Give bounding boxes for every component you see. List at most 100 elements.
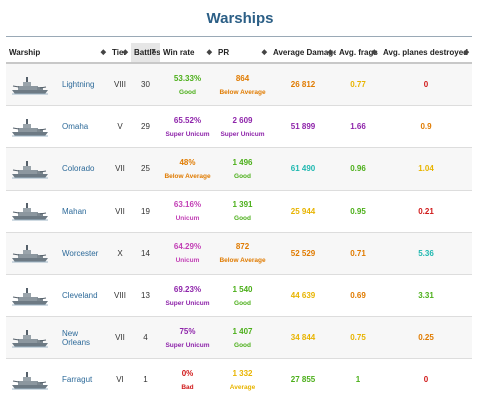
battles-cell: 29	[131, 105, 160, 148]
ship-name-link[interactable]: New Orleans	[62, 328, 91, 347]
pr-cell: 1 407 Good	[215, 316, 270, 359]
avg-planes-cell: 0.9	[380, 105, 472, 148]
winrate-value: 64.29%	[173, 242, 202, 252]
warship-cell: Farragut	[6, 358, 109, 401]
sort-icon: ◆	[327, 49, 333, 56]
column-header-label: Battles	[134, 48, 161, 57]
avg-frags-value: 0.71	[350, 248, 366, 258]
battles-cell: 19	[131, 189, 160, 233]
column-header-label: PR	[218, 48, 230, 57]
avg-planes-value: 0.9	[420, 122, 432, 132]
battles-cell: 25	[131, 147, 160, 191]
destroyer-ship-icon	[12, 76, 48, 95]
warship-cell: Cleveland	[6, 273, 109, 317]
table-row[interactable]: Colorado VII 25 48% Below Average 1 496 …	[6, 147, 472, 191]
winrate-cell: 0% Bad	[160, 358, 215, 401]
ship-name-link[interactable]: Mahan	[62, 206, 87, 216]
winrate-rating-label: Super Unicum	[165, 130, 210, 138]
tier-cell: VII	[109, 189, 131, 233]
battleship-icon	[12, 160, 48, 179]
avg-frags-value: 0.69	[350, 291, 366, 301]
table-row[interactable]: Mahan VII 19 63.16% Unicum 1 391 Good 25…	[6, 189, 472, 233]
winrate-cell: 69.23% Super Unicum	[160, 273, 215, 317]
avg-planes-value: 0.21	[418, 206, 434, 216]
column-header-avg-planes[interactable]: Avg. planes destroyed ◆	[380, 43, 472, 64]
column-header-label: Avg. frags	[339, 48, 378, 57]
warship-cell: Lightning	[6, 62, 109, 106]
pr-rating-label: Below Average	[219, 257, 266, 265]
winrate-rating-label: Super Unicum	[165, 341, 210, 349]
column-header-battles[interactable]: Battles ▼	[131, 43, 161, 64]
avg-planes-cell: 0.25	[380, 316, 472, 359]
pr-value: 1 496	[232, 157, 253, 167]
table-row[interactable]: Lightning VIII 30 53.33% Good 864 Below …	[6, 62, 472, 106]
ship-name-link[interactable]: Farragut	[62, 375, 93, 385]
cruiser-ship-icon	[12, 118, 48, 137]
column-header-pr[interactable]: PR ◆	[215, 43, 270, 64]
table-row[interactable]: Worcester X 14 64.29% Unicum 872 Below A…	[6, 231, 472, 275]
cruiser-ship-icon	[12, 287, 48, 306]
table-row[interactable]: Cleveland VIII 13 69.23% Super Unicum 1 …	[6, 273, 472, 317]
cruiser-ship-icon	[12, 245, 48, 263]
winrate-rating-label: Unicum	[175, 257, 200, 265]
winrate-cell: 53.33% Good	[160, 62, 215, 106]
warship-cell: Omaha	[6, 105, 109, 148]
average-damage-value: 27 855	[290, 375, 316, 385]
avg-planes-value: 3.31	[418, 291, 434, 301]
average-damage-cell: 27 855	[270, 358, 336, 401]
average-damage-cell: 44 639	[270, 273, 336, 317]
avg-frags-value: 1.66	[350, 122, 366, 132]
page-title: Warships	[206, 10, 274, 27]
winrate-value: 75%	[179, 326, 196, 336]
winrate-cell: 75% Super Unicum	[160, 316, 215, 359]
sort-icon: ◆	[463, 49, 469, 56]
winrate-rating-label: Super Unicum	[165, 299, 210, 307]
winrate-value: 48%	[179, 157, 196, 167]
average-damage-cell: 26 812	[270, 62, 336, 106]
table-row[interactable]: Omaha V 29 65.52% Super Unicum 2 609 Sup…	[6, 105, 472, 148]
winrate-value: 63.16%	[173, 200, 202, 210]
sort-desc-icon: ▼	[150, 48, 157, 55]
avg-planes-cell: 5.36	[380, 231, 472, 275]
pr-value: 2 609	[232, 115, 253, 125]
avg-planes-cell: 0	[380, 358, 472, 401]
table-row[interactable]: New Orleans VII 4 75% Super Unicum 1 407…	[6, 316, 472, 359]
pr-value: 1 407	[232, 326, 253, 336]
average-damage-value: 34 844	[290, 333, 316, 343]
pr-rating-label: Super Unicum	[220, 130, 265, 138]
ship-name-link[interactable]: Cleveland	[62, 291, 98, 301]
ship-name-link[interactable]: Lightning	[62, 80, 95, 90]
winrate-value: 69.23%	[173, 284, 202, 294]
winrate-cell: 64.29% Unicum	[160, 231, 215, 275]
tier-cell: VIII	[109, 62, 131, 106]
pr-value: 1 540	[232, 284, 253, 294]
column-header-average-damage[interactable]: Average Damage ◆	[270, 43, 338, 64]
avg-frags-cell: 0.69	[336, 273, 380, 317]
sort-icon: ◆	[122, 49, 128, 56]
pr-cell: 1 496 Good	[215, 147, 270, 191]
winrate-rating-label: Bad	[181, 383, 194, 391]
destroyer-ship-icon	[12, 371, 48, 390]
ship-name-link[interactable]: Omaha	[62, 122, 89, 132]
column-header-warship[interactable]: Warship ◆	[6, 43, 109, 64]
pr-value: 872	[235, 242, 250, 252]
column-header-tier[interactable]: Tier ◆	[109, 43, 131, 64]
destroyer-ship-icon	[12, 203, 48, 221]
average-damage-cell: 34 844	[270, 316, 336, 359]
average-damage-cell: 25 944	[270, 189, 336, 233]
pr-rating-label: Average	[229, 383, 256, 391]
ship-name-link[interactable]: Worcester	[62, 248, 99, 258]
column-header-winrate[interactable]: Win rate ◆	[160, 43, 215, 64]
avg-frags-value: 0.96	[350, 164, 366, 174]
column-header-avg-frags[interactable]: Avg. frags ◆	[336, 43, 380, 64]
pr-rating-label: Good	[234, 299, 251, 307]
avg-planes-cell: 1.04	[380, 147, 472, 191]
avg-frags-cell: 0.77	[336, 62, 380, 106]
avg-frags-cell: 0.96	[336, 147, 380, 191]
ship-name-link[interactable]: Colorado	[62, 164, 95, 174]
average-damage-value: 52 529	[290, 248, 316, 258]
tier-cell: VII	[109, 147, 131, 191]
pr-rating-label: Below Average	[219, 88, 266, 96]
table-row[interactable]: Farragut VI 1 0% Bad 1 332 Average 27 85…	[6, 358, 472, 401]
winrate-rating-label: Good	[179, 88, 196, 96]
